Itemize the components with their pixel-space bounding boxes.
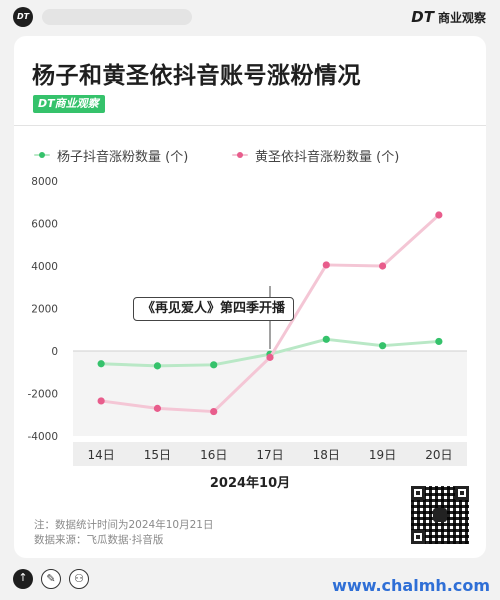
x-axis-title: 2024年10月 (209, 476, 291, 491)
x-tick-label: 19日 (369, 448, 396, 462)
legend-item-huangshengyi: 黄圣依抖音涨粉数量 (个) (232, 147, 400, 165)
data-point (266, 353, 274, 361)
scroll-top-button[interactable]: ↑ (13, 569, 33, 589)
y-tick-label: 0 (51, 346, 58, 358)
x-tick-label: 16日 (200, 448, 227, 462)
x-axis-band (73, 442, 467, 466)
footnote: 注：数据统计时间为2024年10月21日 (34, 519, 214, 531)
y-tick-label: -2000 (27, 389, 58, 401)
legend-item-yangzi: 杨子抖音涨粉数量 (个) (34, 147, 189, 165)
data-point (322, 261, 330, 269)
data-point (378, 262, 387, 270)
data-point (322, 335, 330, 343)
brand-badge: DT商业观察 (33, 95, 105, 113)
brand-header: DT 商业观察 (411, 8, 486, 26)
line-chart: 8000 6000 4000 2000 0 -2000 -4000 14日 15日 16日 17日 1… (27, 176, 467, 466)
data-point (97, 360, 105, 368)
data-point (97, 397, 105, 405)
legend-label: 黄圣依抖音涨粉数量 (个) (255, 149, 400, 165)
x-tick-label: 17日 (256, 448, 283, 462)
brand-mark: DT (411, 8, 434, 26)
x-tick-label: 15日 (144, 448, 171, 462)
site-watermark[interactable]: www.chalmh.com (332, 576, 490, 595)
profile-button[interactable]: ⚇ (69, 569, 89, 589)
qr-code-icon (411, 486, 469, 544)
divider (14, 125, 486, 126)
legend-swatch-icon (232, 149, 248, 161)
y-tick-label: 6000 (31, 219, 58, 231)
annotation-callout: 《再见爱人》第四季开播 (133, 297, 295, 321)
address-bar[interactable] (42, 9, 192, 25)
x-tick-label: 18日 (313, 448, 340, 462)
data-point (210, 361, 218, 369)
y-tick-label: 4000 (31, 261, 58, 273)
edit-button[interactable]: ✎ (41, 569, 61, 589)
y-tick-label: -4000 (27, 431, 58, 443)
chart-title: 杨子和黄圣依抖音账号涨粉情况 (32, 63, 361, 89)
data-point (435, 211, 443, 219)
app-logo-icon[interactable]: DT (13, 7, 33, 27)
brand-name: 商业观察 (437, 10, 486, 25)
top-bar: DT DT 商业观察 (0, 0, 500, 34)
data-point (378, 342, 387, 350)
data-point (153, 404, 162, 412)
y-tick-label: 8000 (31, 176, 58, 188)
y-tick-label: 2000 (31, 304, 58, 316)
data-point (210, 407, 218, 416)
x-tick-label: 20日 (425, 448, 452, 462)
data-point (153, 362, 162, 370)
x-tick-label: 14日 (88, 448, 115, 462)
source-note: 数据来源：飞瓜数据·抖音版 (34, 534, 164, 546)
legend-swatch-icon (34, 149, 50, 161)
legend-label: 杨子抖音涨粉数量 (个) (57, 149, 189, 165)
chart-card: 杨子和黄圣依抖音账号涨粉情况 DT商业观察 杨子抖音涨粉数量 (个) 黄圣依抖音… (14, 36, 486, 558)
data-point (435, 337, 443, 346)
